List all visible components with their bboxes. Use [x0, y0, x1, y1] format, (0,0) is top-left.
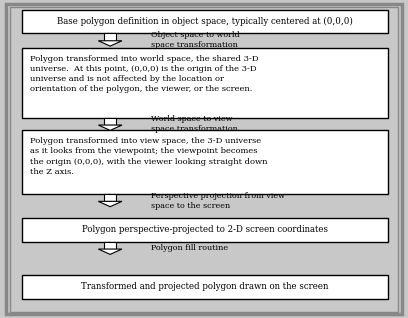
Text: Polygon fill routine: Polygon fill routine: [151, 244, 228, 252]
Bar: [104, 194, 116, 201]
Polygon shape: [98, 201, 122, 207]
Bar: [104, 118, 116, 125]
Text: Polygon transformed into world space, the shared 3-D
universe.  At this point, (: Polygon transformed into world space, th…: [30, 55, 258, 93]
Bar: [22, 48, 388, 118]
Bar: [22, 130, 388, 194]
Polygon shape: [98, 125, 122, 130]
Text: Polygon transformed into view space, the 3-D universe
as it looks from the viewp: Polygon transformed into view space, the…: [30, 137, 267, 176]
Text: Object space to world
space transformation: Object space to world space transformati…: [151, 31, 239, 49]
Bar: [22, 218, 388, 242]
Polygon shape: [98, 249, 122, 254]
Bar: [22, 10, 388, 33]
Text: Perspective projection from view
space to the screen: Perspective projection from view space t…: [151, 192, 285, 210]
Bar: [104, 242, 116, 249]
Text: Base polygon definition in object space, typically centered at (0,0,0): Base polygon definition in object space,…: [57, 17, 353, 26]
Text: Transformed and projected polygon drawn on the screen: Transformed and projected polygon drawn …: [81, 282, 329, 292]
Text: Polygon perspective-projected to 2-D screen coordinates: Polygon perspective-projected to 2-D scr…: [82, 225, 328, 234]
Bar: [104, 33, 116, 41]
Bar: [22, 275, 388, 299]
Polygon shape: [98, 41, 122, 46]
Text: World space to view
space transformation: World space to view space transformation: [151, 115, 238, 133]
